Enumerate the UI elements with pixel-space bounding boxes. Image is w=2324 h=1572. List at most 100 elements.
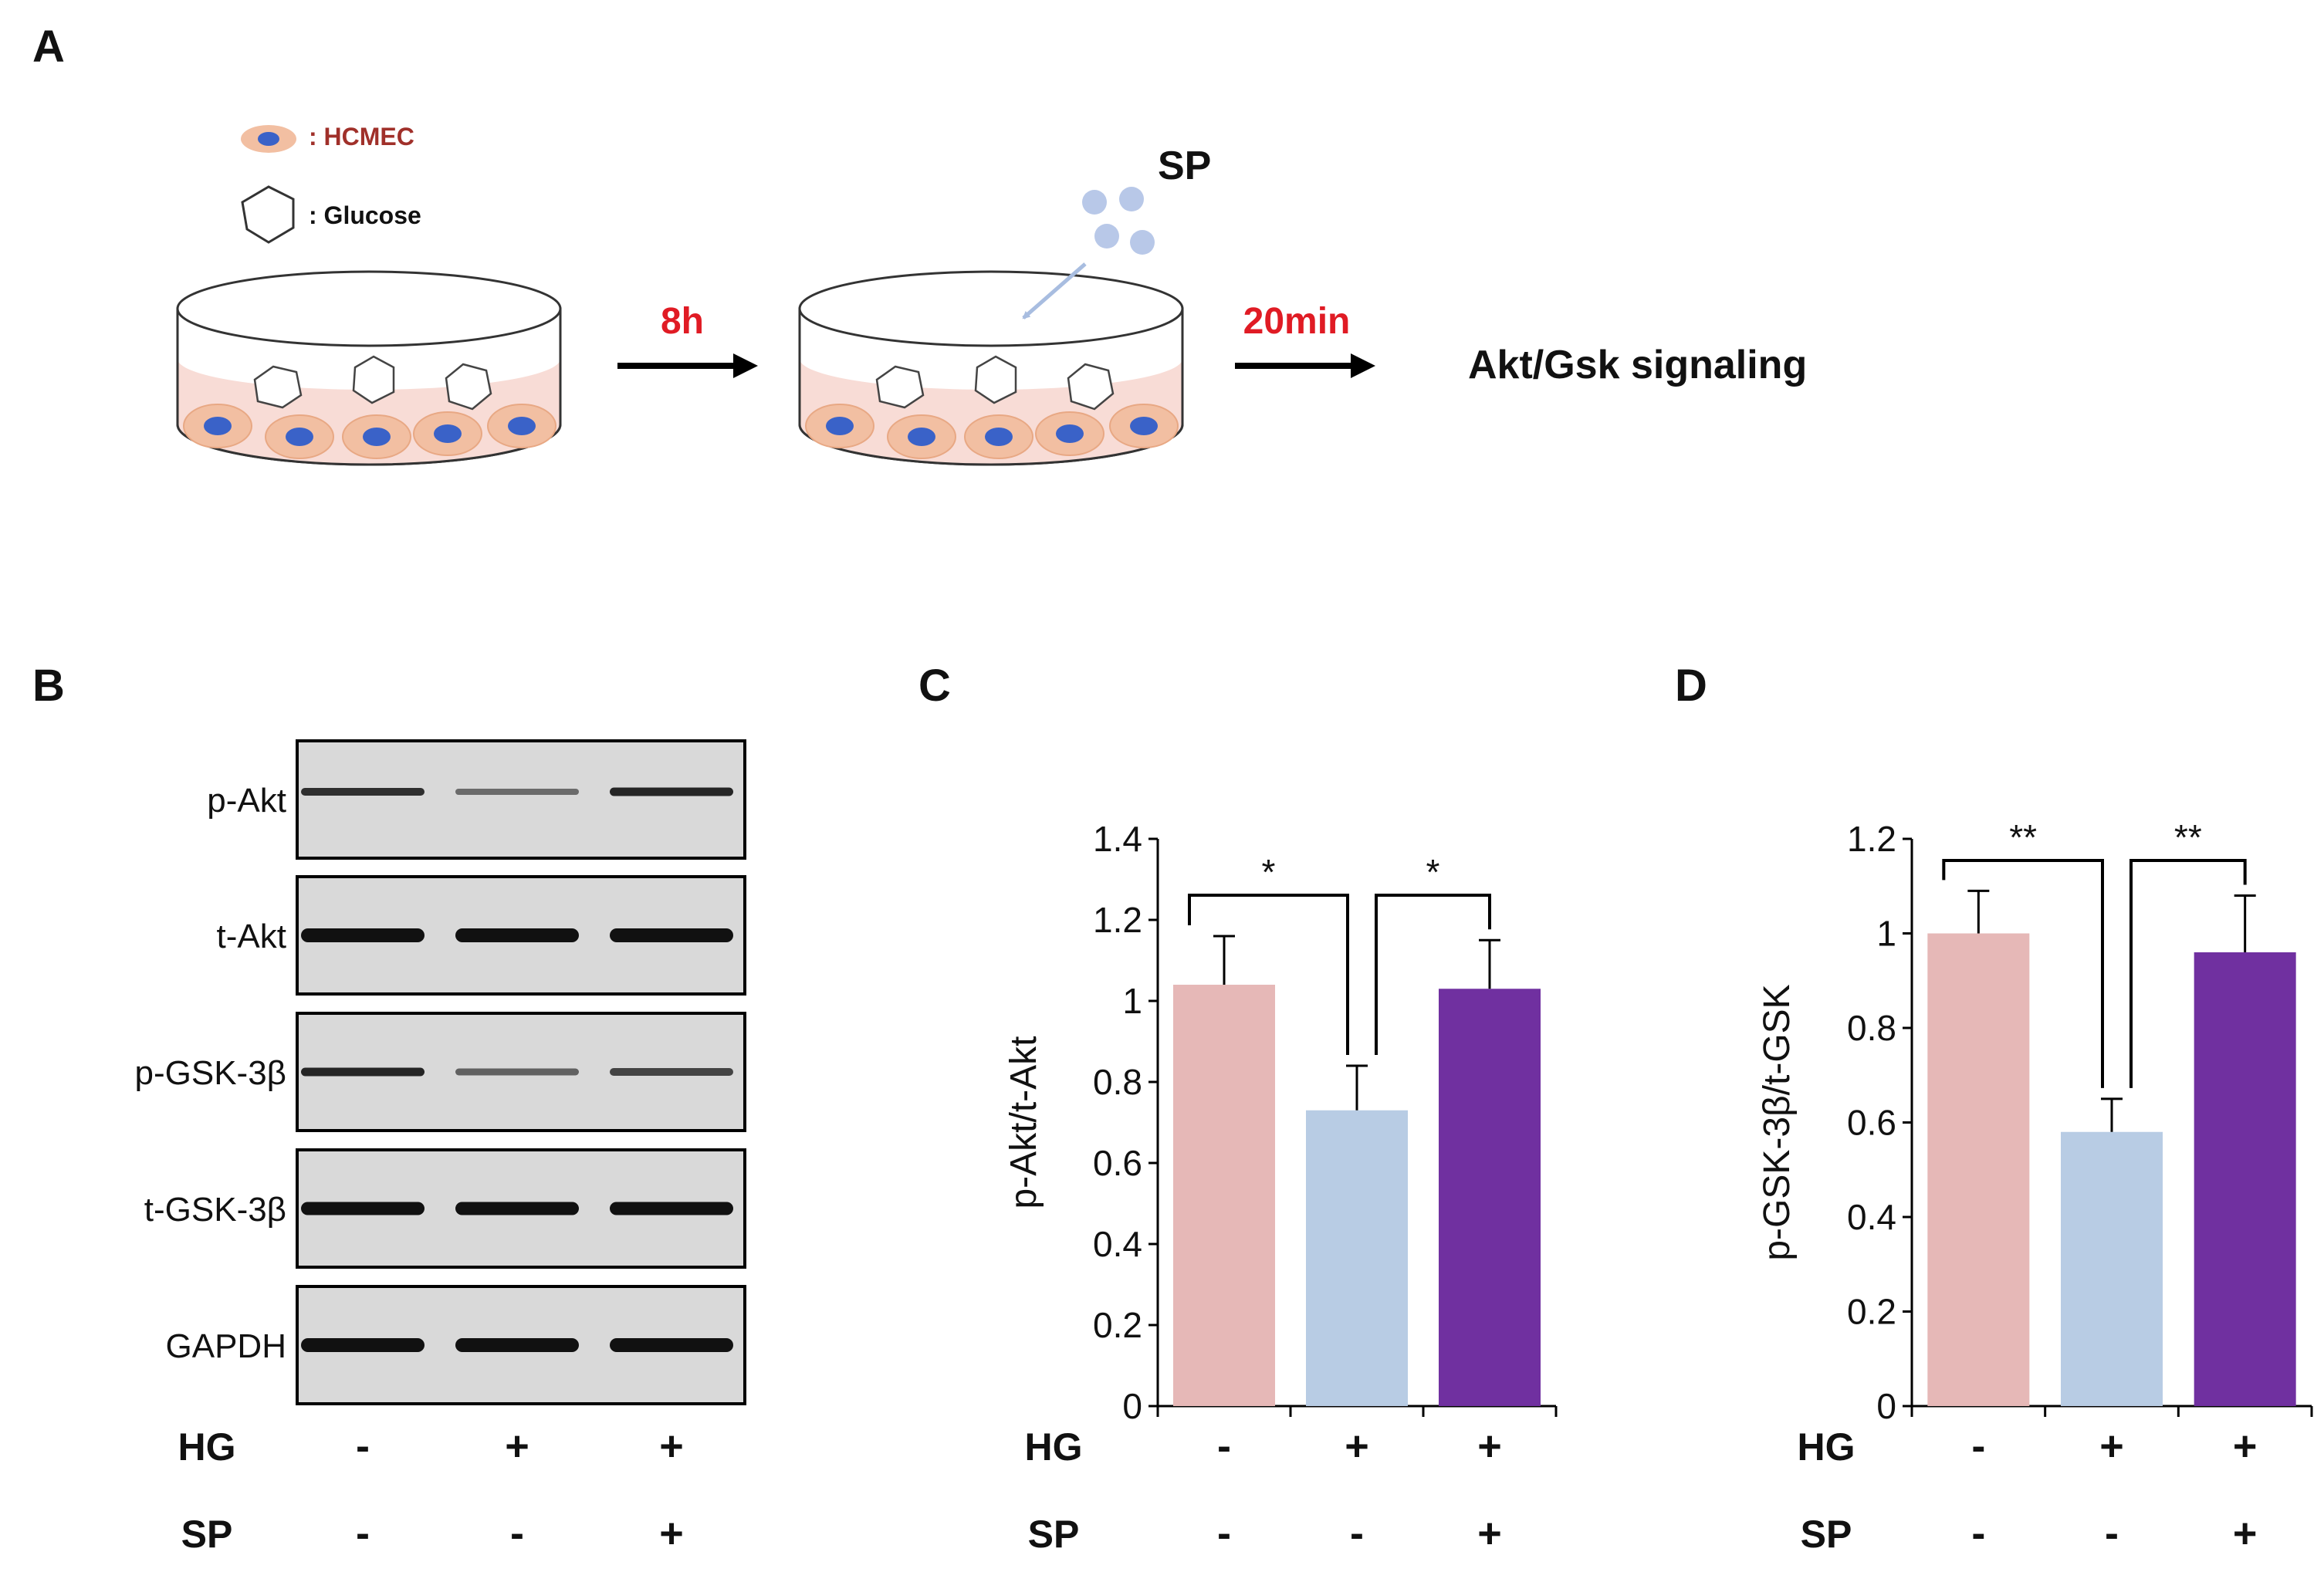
sp-sign: +	[2233, 1510, 2258, 1557]
western-blot: p-Akt t-Akt p-GSK-3β t-GSK-3β GAPDH HG SP - + + - -…	[135, 739, 746, 1557]
bar	[1173, 985, 1275, 1406]
hg-sign: +	[2233, 1423, 2258, 1469]
schematic: : HCMEC : Glucose 8h	[176, 123, 1807, 466]
bar	[2061, 1131, 2163, 1406]
hg-sign: +	[2099, 1423, 2124, 1469]
sp-sign: +	[1477, 1510, 1502, 1557]
sp-sign: -	[1971, 1510, 1985, 1557]
blot-row-label: p-GSK-3β	[135, 1054, 286, 1092]
sp-sign: -	[1217, 1510, 1231, 1557]
blot-band	[610, 928, 733, 942]
blot-band	[610, 1068, 733, 1076]
blot-band	[610, 787, 733, 796]
time-label-20min: 20min	[1243, 301, 1351, 342]
sp-sign: -	[1350, 1510, 1364, 1557]
hg-label: HG	[1798, 1425, 1855, 1469]
blot-band	[610, 1202, 733, 1215]
panel-label-c: C	[918, 661, 951, 711]
glucose-icon	[974, 355, 1017, 404]
bar	[2194, 952, 2296, 1406]
arrow-head	[1351, 353, 1375, 378]
y-tick-label: 0.8	[1093, 1062, 1142, 1102]
glucose-icon	[1067, 363, 1115, 411]
y-tick-label: 0.6	[1093, 1143, 1142, 1183]
blot-row-label: t-Akt	[217, 918, 286, 955]
bar-chart-d: 0 0.2 0.4 0.6 0.8 1 1.2 p-GSK-3β/t-GSK ** ** HG SP -…	[1757, 817, 2313, 1557]
panel-label-a: A	[32, 22, 65, 72]
sp-label: SP	[181, 1513, 233, 1556]
y-tick-label: 1.2	[1847, 819, 1896, 859]
glucose-icon	[352, 355, 395, 404]
panel-label-d: D	[1675, 661, 1707, 711]
dish-1	[176, 270, 562, 466]
panel-label-b: B	[32, 661, 65, 711]
sp-sign: -	[2105, 1510, 2119, 1557]
sp-label: SP	[1158, 144, 1211, 188]
blot-panel	[296, 739, 746, 860]
blot-band	[455, 1338, 579, 1352]
y-tick-label: 1.4	[1093, 819, 1142, 859]
y-tick-label: 1	[1122, 981, 1142, 1021]
significance-bracket	[2129, 859, 2247, 1088]
y-tick-label: 0.2	[1847, 1292, 1896, 1332]
significance-marker: *	[1262, 852, 1276, 892]
arrow-head	[733, 353, 758, 378]
significance-bracket	[1188, 894, 1349, 1055]
blot-row-label: p-Akt	[207, 782, 286, 820]
y-axis-label: p-GSK-3β/t-GSK	[1757, 984, 1798, 1260]
hg-sign: +	[505, 1423, 529, 1469]
blot-band	[610, 1338, 733, 1352]
bar	[1439, 989, 1541, 1406]
blot-row-label: t-GSK-3β	[144, 1191, 286, 1229]
blot-band	[301, 788, 425, 796]
sp-label: SP	[1801, 1513, 1852, 1556]
y-tick-label: 0.4	[1847, 1197, 1896, 1237]
hg-label: HG	[1025, 1425, 1083, 1469]
y-axis-label: p-Akt/t-Akt	[1003, 1036, 1044, 1209]
sp-particles	[1082, 187, 1155, 255]
significance-marker: *	[1426, 852, 1440, 892]
sp-sign: -	[510, 1510, 524, 1557]
hg-sign: +	[1345, 1423, 1369, 1469]
readout-label: Akt/Gsk signaling	[1468, 343, 1807, 387]
significance-marker: **	[2009, 817, 2037, 857]
blot-band	[301, 1202, 425, 1215]
y-tick-label: 0.4	[1093, 1224, 1142, 1264]
blot-band	[455, 1202, 579, 1215]
sp-sign: -	[356, 1510, 370, 1557]
bar	[1306, 1110, 1408, 1406]
blot-band	[301, 1067, 425, 1077]
y-tick-label: 1.2	[1093, 900, 1142, 940]
hg-sign: +	[1477, 1423, 1502, 1469]
y-tick-label: 0.2	[1093, 1305, 1142, 1345]
legend-glucose-text: : Glucose	[309, 201, 421, 229]
legend-hcmec-text: : HCMEC	[309, 123, 414, 150]
hg-sign: +	[659, 1423, 684, 1469]
y-tick-label: 0.8	[1847, 1008, 1896, 1048]
y-tick-label: 0.6	[1847, 1103, 1896, 1143]
significance-marker: **	[2174, 817, 2202, 857]
time-label-8h: 8h	[661, 301, 704, 342]
bar-chart-c: 0 0.2 0.4 0.6 0.8 1 1.2 1.4 p-Akt/t-Akt * * HG SP - + +…	[1003, 819, 1558, 1557]
dish-2	[798, 270, 1184, 466]
hg-label: HG	[178, 1425, 236, 1469]
significance-bracket	[1942, 859, 2104, 1088]
sp-arrow	[1022, 262, 1087, 319]
hg-sign: -	[1971, 1423, 1985, 1469]
blot-band	[455, 1068, 579, 1076]
significance-bracket	[1375, 894, 1491, 1055]
sp-label: SP	[1028, 1513, 1080, 1556]
blot-band	[455, 789, 579, 795]
y-tick-label: 0	[1122, 1386, 1142, 1426]
blot-row-label: GAPDH	[166, 1327, 286, 1365]
glucose-icon	[445, 363, 492, 411]
glucose-icon	[875, 365, 925, 409]
hg-sign: -	[1217, 1423, 1231, 1469]
hg-sign: -	[356, 1423, 370, 1469]
nucleus-legend-icon	[258, 132, 279, 146]
y-tick-label: 1	[1876, 914, 1896, 954]
glucose-legend-icon	[241, 185, 295, 244]
blot-band	[301, 928, 425, 942]
glucose-icon	[253, 365, 303, 409]
